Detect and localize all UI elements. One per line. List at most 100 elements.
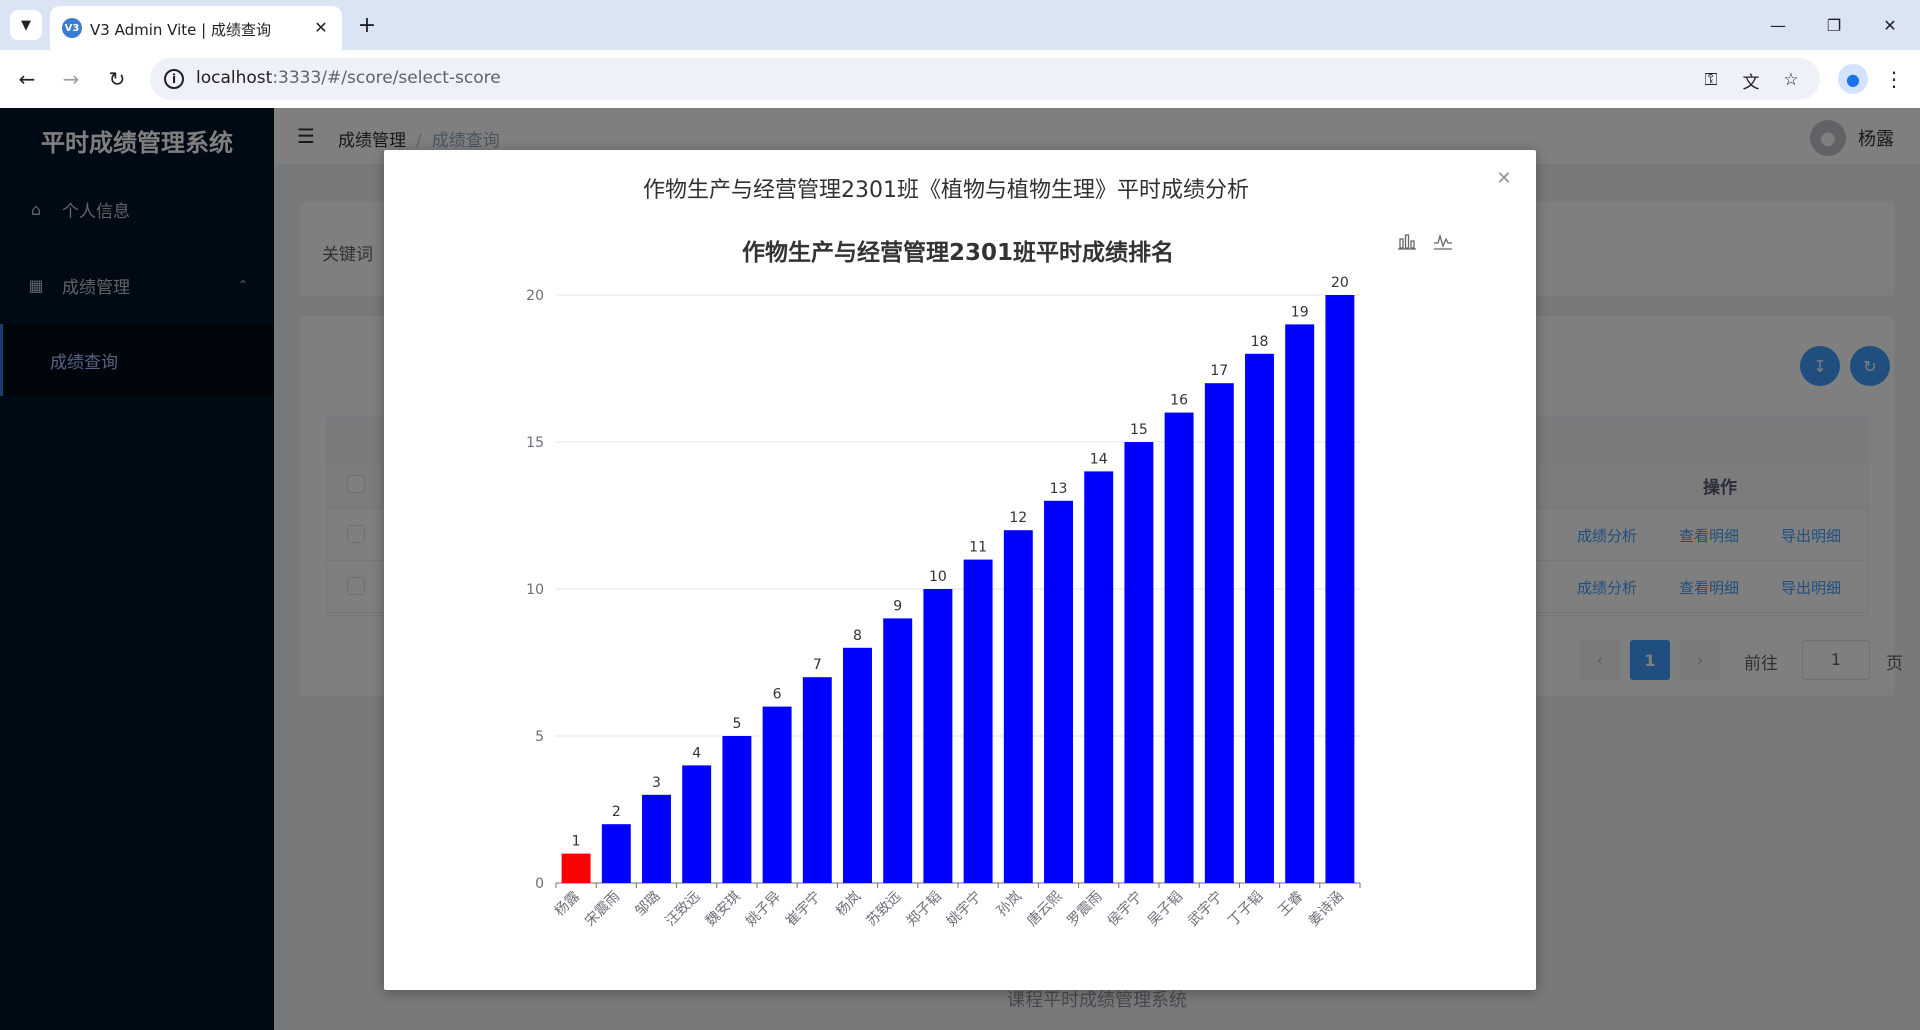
bar-value-label: 8	[853, 628, 862, 644]
key-icon[interactable]: ⚿	[1704, 70, 1718, 90]
x-tick-label: 吴子韬	[1145, 889, 1186, 930]
bar-value-label: 12	[1009, 510, 1027, 526]
tab-title: V3 Admin Vite | 成绩查询	[90, 21, 271, 39]
bar-value-label: 17	[1210, 363, 1228, 379]
bar-value-label: 19	[1291, 304, 1309, 320]
x-tick-label: 姚宇宁	[943, 888, 985, 930]
x-tick-label: 邹璐	[632, 889, 663, 920]
profile-avatar-icon[interactable]: ●	[1838, 64, 1868, 94]
bar-value-label: 13	[1050, 481, 1068, 497]
bar-value-label: 16	[1170, 393, 1188, 409]
forward-button[interactable]: →	[56, 64, 86, 94]
site-info-icon[interactable]: i	[164, 69, 184, 89]
window-close-button[interactable]: ✕	[1870, 10, 1910, 40]
bar-value-label: 6	[773, 687, 782, 703]
address-bar[interactable]: i localhost:3333/#/score/select-score ⚿ …	[150, 58, 1820, 100]
chart-bar[interactable]	[1245, 353, 1274, 883]
bar-value-label: 15	[1130, 422, 1148, 438]
x-tick-label: 崔宇宁	[782, 888, 824, 930]
bar-value-label: 2	[612, 804, 621, 820]
back-button[interactable]: ←	[12, 64, 42, 94]
reload-icon: ↻	[108, 67, 126, 91]
y-tick-label: 5	[535, 729, 544, 745]
bar-value-label: 4	[692, 745, 701, 761]
bar-value-label: 5	[732, 716, 741, 732]
restore-button[interactable]: ❐	[1814, 10, 1854, 40]
chart-bar[interactable]	[843, 647, 872, 883]
chart-bar[interactable]	[1204, 383, 1234, 883]
chart-bar[interactable]	[1084, 471, 1114, 883]
tab-close-button[interactable]: ✕	[310, 16, 332, 38]
x-tick-label: 罗震雨	[1065, 889, 1106, 930]
star-icon[interactable]: ☆	[1783, 70, 1799, 90]
chart-bar[interactable]	[963, 559, 993, 883]
close-icon: ✕	[1496, 167, 1512, 189]
bar-value-label: 10	[929, 569, 947, 585]
score-ranking-chart: 作物生产与经营管理2301班平时成绩排名 0 5 10 15 20 1 杨露 2 宋震雨 3 邹璐 4…	[526, 239, 1361, 930]
x-tick-label: 姚子异	[743, 889, 784, 930]
browser-tab-bar: ▼ V3 V3 Admin Vite | 成绩查询 ✕ + — ❐ ✕	[0, 0, 1920, 50]
bar-value-label: 20	[1331, 275, 1349, 291]
chart-bar[interactable]	[883, 618, 913, 883]
dialog-title: 作物生产与经营管理2301班《植物与植物生理》平时成绩分析	[643, 178, 1249, 203]
plus-icon: +	[357, 12, 377, 38]
bar-value-label: 1	[572, 834, 581, 850]
browser-toolbar: ← → ↻ i localhost:3333/#/score/select-sc…	[0, 50, 1920, 108]
chart-bar[interactable]	[1124, 442, 1154, 883]
chart-bar[interactable]	[642, 794, 671, 883]
bar-value-label: 3	[652, 775, 661, 791]
dialog-close-button[interactable]: ✕	[1492, 166, 1516, 190]
chart-bar[interactable]	[1044, 500, 1073, 883]
y-tick-label: 10	[526, 582, 544, 598]
minimize-icon: —	[1770, 15, 1786, 35]
chart-bar[interactable]	[923, 589, 953, 883]
restore-icon: ❐	[1826, 15, 1842, 35]
chart-bar[interactable]	[802, 677, 832, 883]
x-tick-label: 杨露	[552, 889, 583, 920]
minimize-button[interactable]: —	[1758, 10, 1798, 40]
bar-value-label: 11	[969, 540, 987, 556]
close-icon: ✕	[1883, 15, 1897, 35]
arrow-left-icon: ←	[18, 67, 36, 91]
x-tick-label: 魏安琪	[703, 889, 744, 930]
x-tick-label: 宋震雨	[582, 889, 623, 930]
translate-icon[interactable]: 文	[1742, 72, 1760, 93]
chart-bar[interactable]	[561, 853, 591, 883]
chart-bar[interactable]	[601, 824, 631, 883]
y-tick-label: 15	[526, 435, 544, 451]
new-tab-button[interactable]: +	[352, 10, 382, 40]
close-icon: ✕	[314, 17, 328, 37]
x-tick-label: 杨岚	[833, 889, 864, 920]
bar-value-label: 14	[1090, 451, 1108, 467]
browser-tab[interactable]: V3 V3 Admin Vite | 成绩查询 ✕	[50, 6, 342, 50]
x-tick-label: 侯宇宁	[1104, 888, 1146, 930]
x-tick-label: 唐云熙	[1024, 888, 1066, 930]
chevron-down-icon: ▼	[21, 17, 31, 33]
x-tick-label: 郑子韬	[904, 889, 945, 930]
arrow-right-icon: →	[62, 67, 80, 91]
chart-bar[interactable]	[1285, 324, 1315, 883]
tab-search-button[interactable]: ▼	[10, 10, 42, 40]
favicon-icon: V3	[62, 18, 82, 38]
x-tick-label: 王睿	[1275, 889, 1306, 920]
reload-button[interactable]: ↻	[102, 64, 132, 94]
chart-bar[interactable]	[1325, 295, 1355, 883]
x-tick-label: 孙岚	[994, 889, 1025, 920]
chart-bar[interactable]	[1164, 412, 1194, 883]
chart-title: 作物生产与经营管理2301班平时成绩排名	[742, 239, 1174, 266]
bar-value-label: 9	[893, 598, 902, 614]
score-analysis-dialog: 作物生产与经营管理2301班《植物与植物生理》平时成绩分析 ✕ 作物生产与经营管…	[384, 150, 1536, 990]
x-tick-label: 丁子韬	[1225, 889, 1266, 930]
more-menu-icon[interactable]: ⋮	[1884, 67, 1904, 91]
chart-bar[interactable]	[722, 736, 752, 883]
bar-value-label: 7	[813, 657, 822, 673]
chart-bar[interactable]	[1003, 530, 1033, 883]
line-chart-icon[interactable]	[1430, 228, 1456, 254]
chart-bar[interactable]	[762, 706, 792, 883]
chart-bar[interactable]	[682, 765, 712, 883]
bar-chart-icon[interactable]	[1394, 228, 1420, 254]
bar-value-label: 18	[1251, 334, 1269, 350]
x-tick-label: 姜诗涵	[1306, 889, 1347, 930]
y-tick-label: 0	[535, 876, 544, 892]
url-text[interactable]: localhost:3333/#/score/select-score	[196, 68, 501, 88]
